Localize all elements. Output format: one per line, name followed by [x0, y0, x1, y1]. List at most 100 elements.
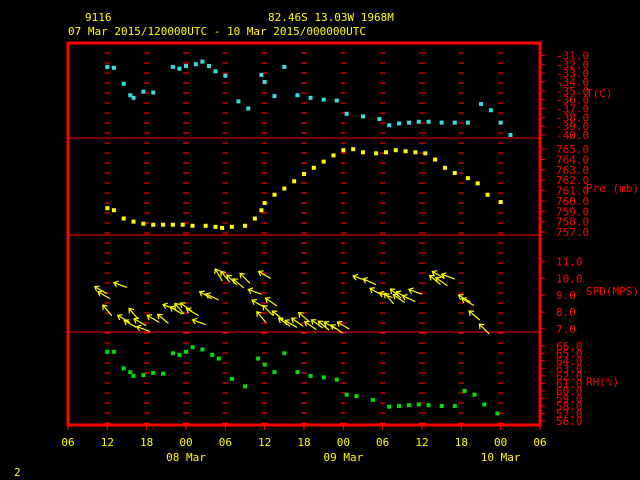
- wind-arrow-head: [468, 310, 475, 316]
- wind-arrow-shaft: [117, 314, 131, 323]
- data-point: [229, 376, 234, 381]
- data-point: [416, 119, 421, 124]
- wind-arrow-shaft: [248, 288, 262, 295]
- wind-arrow-head: [247, 287, 254, 294]
- wind-arrow-shaft: [392, 294, 406, 304]
- wind-arrow-head: [277, 317, 284, 324]
- data-point: [177, 66, 182, 71]
- wind-arrow-head: [264, 297, 271, 303]
- wind-arrow-head: [389, 288, 396, 295]
- data-point: [262, 362, 267, 367]
- data-point: [416, 402, 421, 407]
- panel-label: SPD(MPS): [586, 285, 639, 298]
- wind-arrow-head: [310, 319, 317, 325]
- wind-arrow-shaft: [258, 270, 272, 279]
- wind-arrow-shaft: [214, 268, 223, 282]
- data-point: [184, 64, 188, 69]
- data-point: [465, 176, 470, 181]
- wind-arrow-shaft: [298, 312, 310, 323]
- data-point: [387, 123, 392, 128]
- wind-arrow-shaft: [330, 324, 343, 334]
- wind-arrow-shaft: [291, 317, 304, 327]
- x-tick-label: 00: [494, 436, 507, 449]
- wind-arrow: [264, 297, 278, 307]
- data-point: [295, 370, 300, 375]
- data-point: [206, 64, 211, 69]
- y-tick-label: 759.0: [556, 205, 589, 218]
- data-point: [128, 370, 133, 375]
- wind-arrow-head: [362, 277, 369, 284]
- wind-arrow-shaft: [94, 286, 108, 295]
- wind-arrow-head: [123, 319, 130, 326]
- data-point: [488, 108, 493, 113]
- wind-arrow: [169, 305, 183, 315]
- data-point: [344, 392, 349, 397]
- panel-label: RH(%): [586, 376, 619, 389]
- data-point: [282, 186, 287, 191]
- wind-arrow-head: [169, 305, 176, 312]
- y-tick-label: 763.0: [556, 164, 589, 177]
- wind-arrow-shaft: [186, 308, 199, 317]
- wind-arrow-shaft: [402, 295, 416, 303]
- wind-arrow: [431, 270, 445, 279]
- data-point: [377, 117, 382, 122]
- wind-arrow: [220, 270, 231, 283]
- data-point: [105, 206, 110, 211]
- data-point: [131, 373, 136, 378]
- wind-arrow: [310, 319, 324, 329]
- x-tick-label: 18: [455, 436, 468, 449]
- data-point: [334, 98, 339, 103]
- y-tick-label: -33.0: [556, 67, 589, 80]
- data-point: [259, 208, 264, 213]
- x-date-label: 10 Mar: [481, 451, 521, 464]
- data-point: [223, 73, 228, 78]
- data-point: [508, 133, 513, 137]
- wind-arrow-head: [290, 317, 297, 324]
- wind-arrow-head: [369, 287, 376, 294]
- data-point: [121, 366, 126, 371]
- y-tick-label: 63.0: [556, 362, 583, 375]
- wind-arrow-head: [407, 287, 414, 294]
- data-point: [282, 64, 287, 69]
- data-point: [128, 93, 133, 98]
- data-point: [213, 224, 218, 229]
- data-point: [246, 106, 251, 111]
- wind-arrow-head: [336, 320, 343, 327]
- data-point: [495, 411, 500, 416]
- data-point: [259, 72, 264, 77]
- y-tick-label: 56.0: [556, 415, 583, 428]
- wind-arrow-head: [395, 290, 402, 297]
- wind-arrow-shaft: [102, 304, 113, 317]
- wind-arrow-shaft: [278, 317, 291, 327]
- wind-arrow-head: [352, 273, 359, 281]
- y-tick-label: 57.0: [556, 407, 583, 420]
- data-point: [200, 347, 205, 352]
- data-point: [121, 216, 126, 221]
- wind-arrow-head: [102, 304, 108, 311]
- wind-arrow-head: [262, 304, 269, 311]
- wind-arrow: [179, 302, 193, 312]
- y-tick-label: -34.0: [556, 76, 589, 89]
- wind-arrow-shaft: [232, 278, 245, 289]
- wind-arrow-shaft: [239, 272, 251, 284]
- y-tick-label: -39.0: [556, 120, 589, 133]
- wind-arrow: [336, 320, 350, 330]
- y-tick-label: -36.0: [556, 94, 589, 107]
- wind-arrow-shaft: [284, 319, 298, 328]
- y-tick-label: -38.0: [556, 111, 589, 124]
- wind-arrow-shaft: [113, 282, 128, 289]
- wind-arrow-shaft: [304, 321, 317, 331]
- wind-arrow: [135, 324, 151, 332]
- wind-arrow-head: [191, 317, 198, 325]
- wind-arrow-head: [179, 302, 186, 308]
- data-point: [361, 114, 365, 119]
- y-tick-label: -40.0: [556, 129, 589, 142]
- y-tick-label: 61.0: [556, 377, 583, 390]
- y-tick-label: 764.0: [556, 154, 589, 167]
- y-tick-label: 58.0: [556, 400, 583, 413]
- wind-arrow-head: [97, 290, 104, 297]
- x-tick-label: 12: [415, 436, 428, 449]
- data-point: [170, 351, 175, 356]
- wind-arrow: [297, 312, 310, 323]
